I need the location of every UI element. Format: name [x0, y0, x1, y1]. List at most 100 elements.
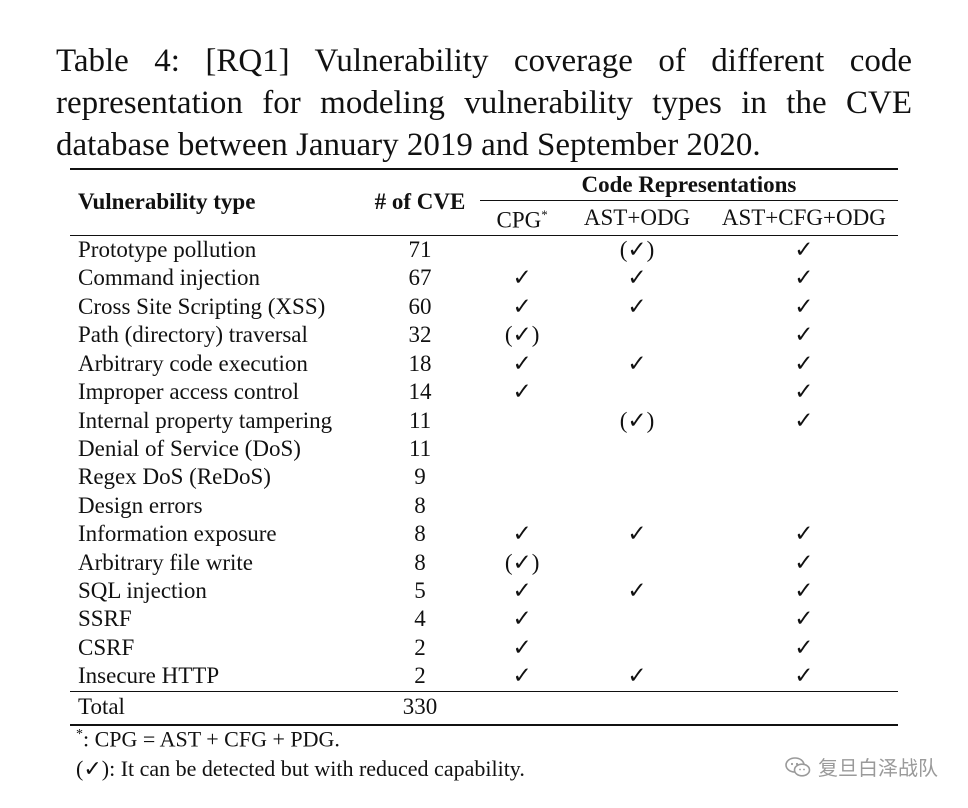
- cell-cpg: ✓: [512, 577, 532, 603]
- cell-ast-odg: ✓: [627, 521, 647, 547]
- watermark: 复旦白泽战队: [784, 752, 938, 781]
- table-row: Command injection 67 ✓ ✓ ✓: [70, 264, 898, 292]
- cell-ast-cfg-odg: ✓: [794, 577, 814, 603]
- cell-cpg: ✓: [512, 663, 532, 689]
- cell-ast-odg: [564, 435, 709, 463]
- cell-vulnerability-type: Information exposure: [78, 521, 277, 547]
- cell-ast-cfg-odg: ✓: [794, 606, 814, 632]
- cell-ast-odg: [564, 321, 709, 349]
- header-cve-count: # of CVE: [374, 189, 466, 215]
- header-code-representations: Code Representations: [479, 169, 898, 201]
- cell-ast-cfg-odg: ✓: [794, 237, 814, 263]
- cell-cve-count: 18: [408, 350, 432, 376]
- cell-vulnerability-type: SQL injection: [78, 577, 207, 603]
- cell-cve-count: 67: [408, 265, 432, 291]
- cell-cve-count: 2: [414, 634, 426, 660]
- cell-ast-odg: [564, 605, 709, 633]
- cell-cve-count: 8: [414, 549, 426, 575]
- cell-ast-cfg-odg: ✓: [794, 293, 814, 319]
- cell-vulnerability-type: CSRF: [78, 634, 135, 660]
- cell-vulnerability-type: Cross Site Scripting (XSS): [78, 293, 326, 319]
- table-row: Information exposure 8 ✓ ✓ ✓: [70, 520, 898, 548]
- table-row: Path (directory) traversal 32 (✓) ✓: [70, 321, 898, 349]
- total-count: 330: [402, 694, 438, 720]
- cell-ast-odg: ✓: [627, 577, 647, 603]
- table-row: Regex DoS (ReDoS) 9: [70, 463, 898, 491]
- vulnerability-coverage-table: Vulnerability type # of CVE Code Represe…: [70, 168, 898, 726]
- header-ast-cfg-odg: AST+CFG+ODG: [721, 204, 886, 230]
- cell-ast-odg: [564, 378, 709, 406]
- cell-ast-cfg-odg: ✓: [794, 549, 814, 575]
- table-row: Arbitrary code execution 18 ✓ ✓ ✓: [70, 350, 898, 378]
- cell-ast-odg: (✓): [619, 407, 655, 433]
- table-row: Insecure HTTP 2 ✓ ✓ ✓: [70, 662, 898, 691]
- table-row: Improper access control 14 ✓ ✓: [70, 378, 898, 406]
- cell-ast-cfg-odg: ✓: [794, 265, 814, 291]
- cell-cpg: [480, 492, 565, 520]
- cell-cpg: ✓: [512, 265, 532, 291]
- cell-cpg: (✓): [504, 322, 540, 348]
- cell-vulnerability-type: Path (directory) traversal: [78, 322, 308, 348]
- table-row: SQL injection 5 ✓ ✓ ✓: [70, 577, 898, 605]
- cell-ast-odg: [564, 634, 709, 662]
- cell-ast-odg: ✓: [627, 350, 647, 376]
- table-row: Design errors 8: [70, 492, 898, 520]
- cell-cve-count: 9: [414, 464, 426, 490]
- cell-ast-cfg-odg: ✓: [794, 379, 814, 405]
- cell-ast-odg: ✓: [627, 265, 647, 291]
- footnote-cpg: *: CPG = AST + CFG + PDG.: [76, 726, 340, 752]
- cell-vulnerability-type: SSRF: [78, 606, 132, 632]
- cell-cpg: ✓: [512, 606, 532, 632]
- table-row: Denial of Service (DoS) 11: [70, 435, 898, 463]
- cell-cpg: ✓: [512, 634, 532, 660]
- table-caption: Table 4: [RQ1] Vulnerability coverage of…: [56, 43, 912, 163]
- cell-vulnerability-type: Regex DoS (ReDoS): [78, 464, 271, 490]
- cell-cpg: ✓: [512, 379, 532, 405]
- table-body: Prototype pollution 71 (✓) ✓ Command injecti…: [70, 236, 898, 692]
- cell-ast-cfg-odg: ✓: [794, 407, 814, 433]
- cell-vulnerability-type: Design errors: [78, 492, 203, 518]
- cell-vulnerability-type: Denial of Service (DoS): [78, 435, 301, 461]
- cell-cpg: [480, 407, 565, 435]
- cell-cve-count: 71: [408, 237, 432, 263]
- cell-cve-count: 5: [414, 577, 426, 603]
- cell-ast-odg: [564, 492, 709, 520]
- cell-ast-odg: [564, 549, 709, 577]
- cell-ast-cfg-odg: [710, 492, 898, 520]
- cell-cve-count: 8: [414, 492, 426, 518]
- table-row: SSRF 4 ✓ ✓: [70, 605, 898, 633]
- cell-cpg: [480, 435, 565, 463]
- header-ast-odg: AST+ODG: [583, 204, 691, 230]
- cell-vulnerability-type: Arbitrary file write: [78, 549, 253, 575]
- cell-cve-count: 32: [408, 322, 432, 348]
- cell-ast-cfg-odg: ✓: [794, 322, 814, 348]
- cell-ast-cfg-odg: [710, 463, 898, 491]
- cell-vulnerability-type: Arbitrary code execution: [78, 350, 308, 376]
- cell-cpg: ✓: [512, 521, 532, 547]
- cell-cve-count: 11: [408, 435, 432, 461]
- cell-vulnerability-type: Improper access control: [78, 379, 299, 405]
- cell-vulnerability-type: Command injection: [78, 265, 261, 291]
- footnote-reduced-capability: (✓): It can be detected but with reduced…: [76, 756, 525, 782]
- cell-cve-count: 11: [408, 407, 432, 433]
- cell-cpg: [480, 463, 565, 491]
- cell-cpg: ✓: [512, 293, 532, 319]
- cell-ast-odg: (✓): [619, 237, 655, 263]
- cell-vulnerability-type: Internal property tampering: [78, 407, 333, 433]
- cell-cve-count: 60: [408, 293, 432, 319]
- header-cpg: CPG*: [496, 207, 548, 233]
- cell-vulnerability-type: Insecure HTTP: [78, 663, 220, 689]
- watermark-text: 复旦白泽战队: [818, 756, 938, 780]
- cell-ast-cfg-odg: ✓: [794, 350, 814, 376]
- table-row: CSRF 2 ✓ ✓: [70, 634, 898, 662]
- cell-vulnerability-type: Prototype pollution: [78, 237, 257, 263]
- table-row: Cross Site Scripting (XSS) 60 ✓ ✓ ✓: [70, 293, 898, 321]
- table-footnotes: *: CPG = AST + CFG + PDG. (✓): It can be…: [76, 720, 525, 784]
- cell-cpg: (✓): [504, 549, 540, 575]
- wechat-icon: [785, 756, 811, 777]
- cell-cve-count: 4: [414, 606, 426, 632]
- cell-cve-count: 8: [414, 521, 426, 547]
- table-row: Prototype pollution 71 (✓) ✓: [70, 236, 898, 265]
- cell-ast-odg: ✓: [627, 293, 647, 319]
- header-vulnerability-type: Vulnerability type: [78, 189, 256, 215]
